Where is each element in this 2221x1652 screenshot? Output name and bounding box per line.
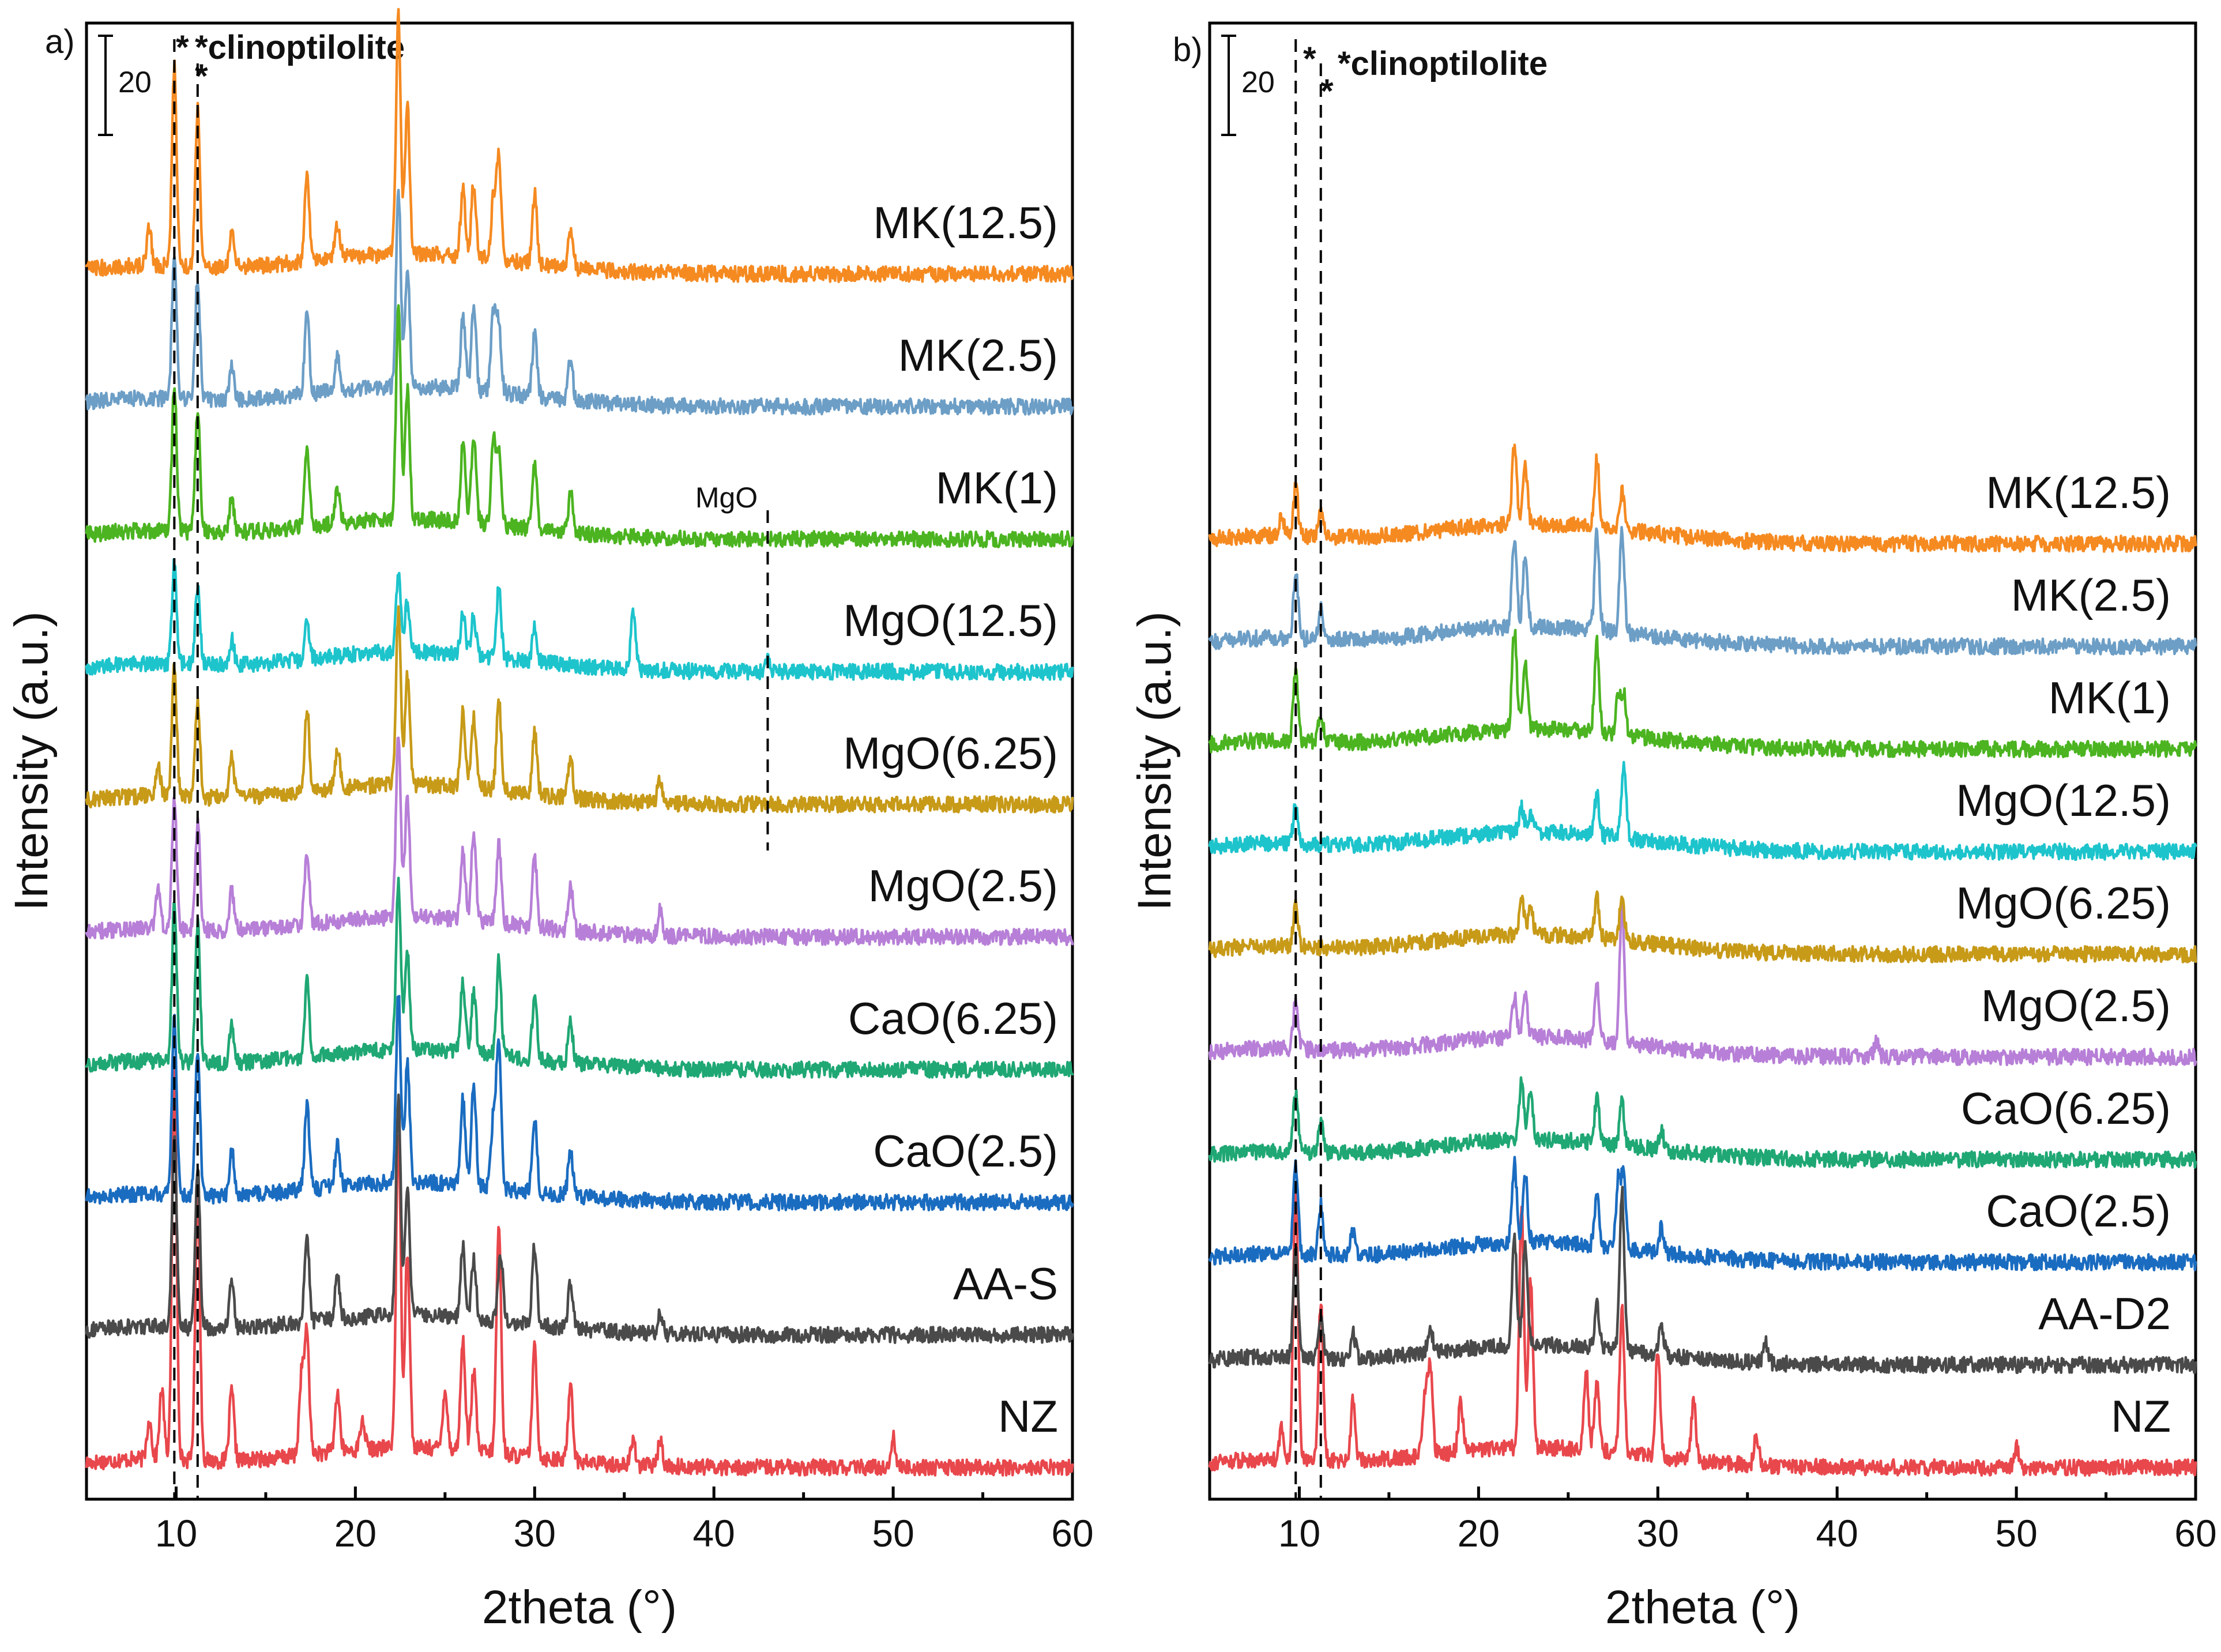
panel-a-trace-cao-2-5 xyxy=(85,995,1074,1211)
panel-b-star-legend: * xyxy=(1303,40,1316,78)
panel-b-x-tick-label: 20 xyxy=(1458,1512,1500,1555)
panel-b-chart: b) 2theta (°) Intensity (a.u.) 20 * *cli… xyxy=(1128,21,2197,1634)
panel-b-label: b) xyxy=(1173,31,1203,69)
panel-b-series-label-cao-6-25: CaO(6.25) xyxy=(1961,1083,2171,1134)
panel-b-trace-aa-d2 xyxy=(1208,1186,2197,1374)
panel-a-trace-mk-1 xyxy=(85,304,1074,548)
panel-a-series-label-mgo-12-5: MgO(12.5) xyxy=(843,595,1058,646)
panel-b-trace-mk-2-5 xyxy=(1208,526,2197,656)
panel-a-y-axis-title: Intensity (a.u.) xyxy=(5,611,58,911)
panel-a-trace-cao-6-25 xyxy=(85,876,1074,1079)
panel-b-series-label-nz: NZ xyxy=(2111,1391,2171,1442)
panel-a-trace-mk-12-5 xyxy=(85,7,1074,283)
panel-a-clinoptilolite-note: *clinoptilolite xyxy=(195,29,405,66)
panel-b-series-label-mk-1: MK(1) xyxy=(2049,672,2171,723)
panel-b-x-tick-label: 40 xyxy=(1816,1512,1858,1555)
panel-a-frame xyxy=(85,21,1074,1501)
panel-a-chart: a) 2theta (°) Intensity (a.u.) 20 * *cli… xyxy=(5,21,1074,1634)
panel-b-series-label-mgo-12-5: MgO(12.5) xyxy=(1956,775,2171,826)
panel-a-series-label-aa-s: AA-S xyxy=(953,1258,1058,1309)
panel-b-x-axis-title: 2theta (°) xyxy=(1605,1581,1800,1634)
panel-b-x-tick-label: 30 xyxy=(1637,1512,1679,1555)
panel-a-series-label-mk-12-5: MK(12.5) xyxy=(873,197,1058,248)
panel-b-x-tick-label: 50 xyxy=(1995,1512,2037,1555)
panel-b-star-mark: * xyxy=(1320,73,1334,110)
panel-b-series-label-mk-2-5: MK(2.5) xyxy=(2011,570,2171,620)
panel-a-trace-mgo-2-5 xyxy=(85,736,1074,946)
panel-b-trace-mgo-6-25 xyxy=(1208,890,2197,964)
panel-a-x-tick-label: 20 xyxy=(334,1512,377,1555)
panel-b-series-label-mk-12-5: MK(12.5) xyxy=(1986,467,2171,518)
panel-a-x-tick-label: 60 xyxy=(1051,1512,1093,1555)
panel-a-x-axis-title: 2theta (°) xyxy=(482,1581,677,1634)
panel-a-label: a) xyxy=(45,23,75,61)
panel-a-series-label-mgo-6-25: MgO(6.25) xyxy=(843,728,1058,778)
panel-a-series-label-nz: NZ xyxy=(998,1391,1058,1442)
panel-a-series-label-cao-2-5: CaO(2.5) xyxy=(873,1126,1058,1176)
panel-b-series-label-cao-2-5: CaO(2.5) xyxy=(1986,1186,2171,1236)
panel-a-x-tick-label: 30 xyxy=(514,1512,556,1555)
panel-b-frame xyxy=(1208,21,2197,1501)
panel-a-scale-value: 20 xyxy=(118,66,152,99)
panel-a-series-label-mgo-2-5: MgO(2.5) xyxy=(868,860,1058,911)
panel-b-series-label-mgo-6-25: MgO(6.25) xyxy=(1956,878,2171,928)
panel-b-trace-cao-6-25 xyxy=(1208,1076,2197,1169)
panel-b-trace-mgo-12-5 xyxy=(1208,761,2197,861)
panel-a-trace-mk-2-5 xyxy=(85,189,1074,416)
panel-a-x-tick-label: 50 xyxy=(872,1512,914,1555)
panel-b-x-tick-label: 10 xyxy=(1278,1512,1320,1555)
panel-a-series-label-mk-2-5: MK(2.5) xyxy=(898,330,1058,381)
panel-b-y-axis-title: Intensity (a.u.) xyxy=(1128,611,1181,911)
panel-a-x-tick-label: 10 xyxy=(155,1512,197,1555)
panel-a-trace-nz xyxy=(85,1068,1074,1477)
panel-b-trace-cao-2-5 xyxy=(1208,1156,2197,1271)
panel-a-trace-mgo-6-25 xyxy=(85,605,1074,814)
panel-b-series-label-aa-d2: AA-D2 xyxy=(2038,1288,2171,1339)
panel-b-trace-mk-12-5 xyxy=(1208,443,2197,553)
panel-b-trace-mk-1 xyxy=(1208,629,2197,758)
panel-b-scale-value: 20 xyxy=(1241,66,1275,99)
chart-marks-layer: 10 20 30 40 50 60 NZ AA-S CaO(2.5) CaO(6.25) MgO(2… xyxy=(85,7,2217,1555)
panel-b-trace-mgo-2-5 xyxy=(1208,902,2197,1067)
panel-a-series-label-cao-6-25: CaO(6.25) xyxy=(848,993,1058,1044)
panel-b-trace-nz xyxy=(1208,1188,2197,1477)
panel-b-series-label-mgo-2-5: MgO(2.5) xyxy=(1981,980,2171,1031)
panel-a-x-tick-label: 40 xyxy=(692,1512,735,1555)
panel-a-mgo-marker-label: MgO xyxy=(695,481,758,514)
panel-a-trace-aa-s xyxy=(85,1093,1074,1344)
panel-b-clinoptilolite-note: *clinoptilolite xyxy=(1338,45,1548,82)
panel-a-star-legend: * xyxy=(176,29,189,66)
panel-a-trace-mgo-12-5 xyxy=(85,558,1074,681)
panel-b-x-tick-label: 60 xyxy=(2174,1512,2216,1555)
panel-a-series-label-mk-1: MK(1) xyxy=(936,462,1058,513)
